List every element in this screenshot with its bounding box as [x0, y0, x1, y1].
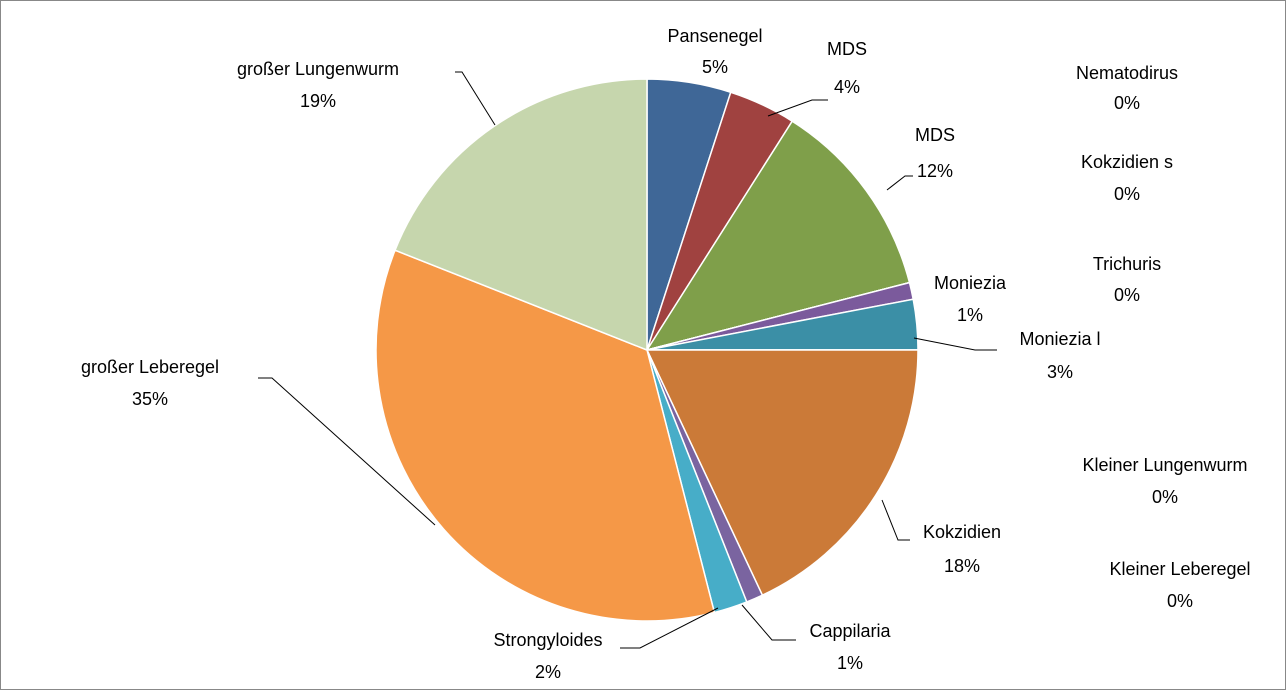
leader-line [258, 377, 436, 526]
slice-label: MDS [915, 125, 955, 145]
leader-line [620, 607, 719, 649]
slice-value-label: 2% [535, 662, 561, 682]
slice-label: Kleiner Leberegel [1109, 559, 1250, 579]
slice-label: großer Leberegel [81, 357, 219, 377]
slice-value-label: 5% [702, 57, 728, 77]
slice-label: Nematodirus [1076, 63, 1178, 83]
slice-value-label: 18% [944, 556, 980, 576]
slice-value-label: 1% [957, 305, 983, 325]
pie-slice [645, 349, 919, 597]
slice-label: Strongyloides [493, 630, 602, 650]
leader-line [767, 99, 828, 117]
leader-line [913, 337, 997, 351]
slice-value-label: 0% [1114, 285, 1140, 305]
leader-line [881, 499, 910, 541]
slice-label: MDS [827, 39, 867, 59]
slice-value-label: 12% [917, 161, 953, 181]
slice-label: Kokzidien [923, 522, 1001, 542]
slice-value-label: 4% [834, 77, 860, 97]
slice-label: Pansenegel [667, 26, 762, 46]
slice-label: Moniezia [934, 273, 1007, 293]
slice-label: Moniezia l [1019, 329, 1100, 349]
pie-slice [645, 120, 911, 352]
slice-label: Kleiner Lungenwurm [1082, 455, 1247, 475]
slice-value-label: 19% [300, 91, 336, 111]
leader-line [455, 71, 496, 126]
slice-value-label: 1% [837, 653, 863, 673]
slice-label: Cappilaria [809, 621, 891, 641]
pie-slice [375, 249, 716, 622]
slice-value-label: 3% [1047, 362, 1073, 382]
leader-line [741, 604, 796, 641]
pie-slice [394, 78, 648, 352]
slice-value-label: 35% [132, 389, 168, 409]
slice-label: Trichuris [1093, 254, 1161, 274]
slice-value-label: 0% [1152, 487, 1178, 507]
slice-value-label: 0% [1114, 93, 1140, 113]
slice-label: großer Lungenwurm [237, 59, 399, 79]
slice-value-label: 0% [1114, 184, 1140, 204]
slice-label: Kokzidien s [1081, 152, 1173, 172]
leader-line [886, 175, 913, 191]
slice-value-label: 0% [1167, 591, 1193, 611]
